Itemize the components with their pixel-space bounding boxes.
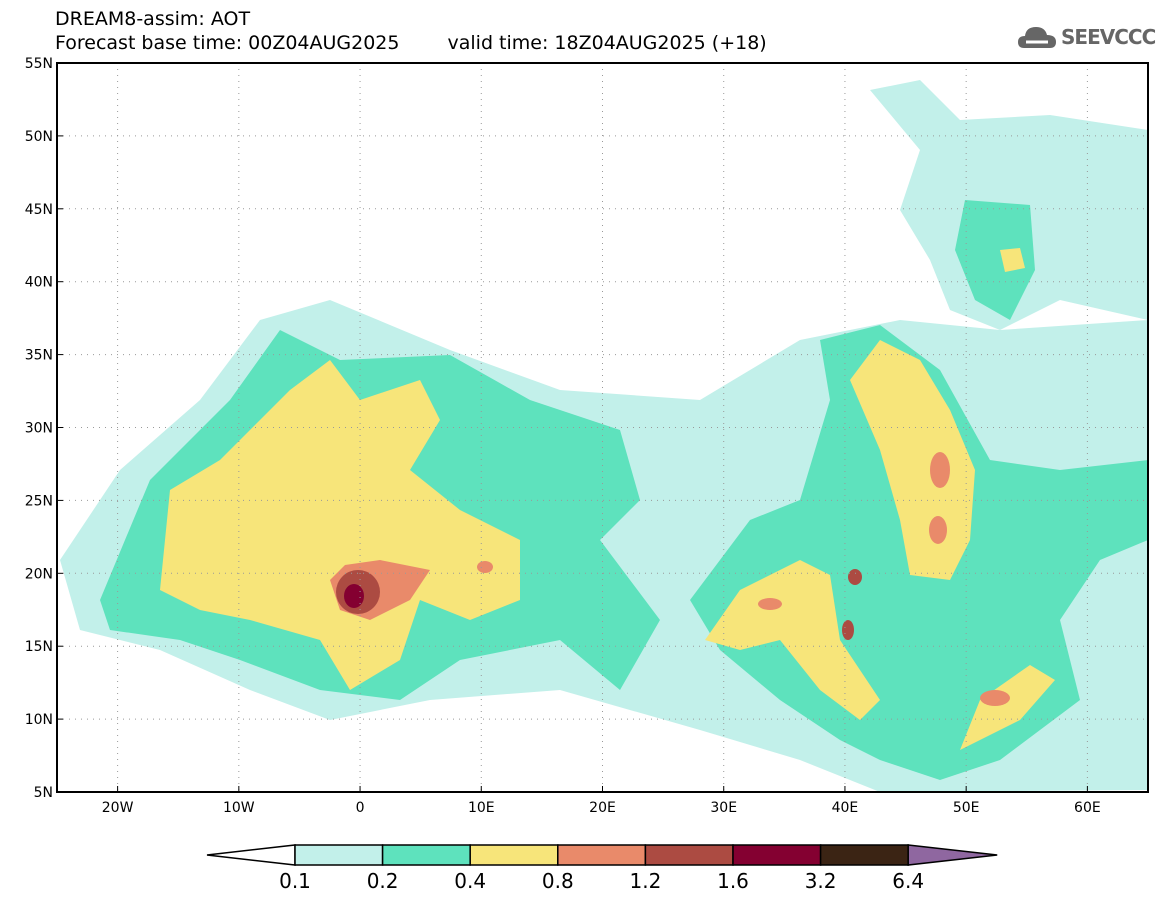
lon-tick-label: 20W	[102, 800, 134, 816]
lon-tick-label: 40E	[832, 800, 859, 816]
lon-tick-label: 10W	[223, 800, 255, 816]
colorbar-label: 1.2	[629, 869, 661, 893]
aot-contour-0.8	[758, 598, 782, 610]
colorbar-under-triangle	[206, 844, 296, 866]
aot-contour-0.4	[960, 665, 1055, 750]
aot-contour-0.2	[955, 200, 1035, 320]
lat-tick-label: 5N	[34, 785, 53, 801]
colorbar-segment	[469, 844, 559, 866]
base-time: Forecast base time: 00Z04AUG2025	[55, 32, 400, 54]
lon-tick-label: 0	[356, 800, 365, 816]
colorbar-segment	[294, 844, 384, 866]
colorbar-segment	[819, 844, 909, 866]
axis-ticks: 20W 10W 0 10E 20E 30E 40E 50E 60E 55N 50N 45N 40N 35N…	[25, 56, 1101, 816]
lon-tick-label: 10E	[468, 800, 495, 816]
aot-contour-1.2	[842, 620, 854, 640]
lat-tick-label: 35N	[25, 348, 53, 364]
aot-contour-1.2	[848, 569, 862, 585]
logo-text: SEEVCCC	[1061, 25, 1156, 49]
colorbar-segment	[381, 844, 471, 866]
colorbar-segment	[644, 844, 734, 866]
aot-contour-0.4	[1000, 248, 1025, 272]
colorbar-segment	[557, 844, 647, 866]
colorbar: 0.1 0.2 0.4 0.8 1.2 1.6 3.2 6.4	[206, 844, 998, 893]
lat-tick-label: 55N	[25, 56, 53, 72]
map-title: DREAM8-assim: AOT	[55, 8, 251, 30]
aot-contour-0.8	[929, 516, 947, 544]
aot-contour-0.8	[477, 561, 493, 573]
lat-tick-label: 40N	[25, 275, 53, 291]
seevccc-logo: SEEVCCC	[1018, 24, 1156, 50]
colorbar-label: 1.6	[717, 869, 749, 893]
colorbar-label: 3.2	[805, 869, 837, 893]
cloud-icon	[1018, 27, 1056, 48]
lon-tick-label: 20E	[589, 800, 616, 816]
aot-contour-0.8	[980, 690, 1010, 706]
colorbar-label: 0.4	[454, 869, 486, 893]
lat-tick-label: 25N	[25, 493, 53, 509]
aot-contour-1.6	[344, 584, 364, 608]
lon-tick-label: 60E	[1074, 800, 1101, 816]
lat-tick-label: 10N	[25, 712, 53, 728]
colorbar-label: 6.4	[892, 869, 924, 893]
lat-tick-label: 45N	[25, 202, 53, 218]
map-subtitle: Forecast base time: 00Z04AUG2025 valid ti…	[55, 32, 767, 54]
aot-field	[60, 80, 1148, 792]
colorbar-over-triangle	[907, 844, 998, 866]
lat-tick-label: 15N	[25, 639, 53, 655]
valid-time: valid time: 18Z04AUG2025 (+18)	[447, 32, 767, 54]
colorbar-segment	[732, 844, 822, 866]
aot-contour-0.8	[930, 452, 950, 488]
lon-tick-label: 50E	[953, 800, 980, 816]
aot-contour-0.4	[705, 560, 880, 720]
colorbar-label: 0.8	[542, 869, 574, 893]
lon-tick-label: 30E	[710, 800, 737, 816]
aot-contour-0.4	[160, 360, 520, 690]
lat-tick-label: 20N	[25, 566, 53, 582]
lat-tick-label: 50N	[25, 129, 53, 145]
colorbar-label: 0.1	[279, 869, 311, 893]
colorbar-label: 0.2	[367, 869, 399, 893]
lat-tick-label: 30N	[25, 421, 53, 437]
